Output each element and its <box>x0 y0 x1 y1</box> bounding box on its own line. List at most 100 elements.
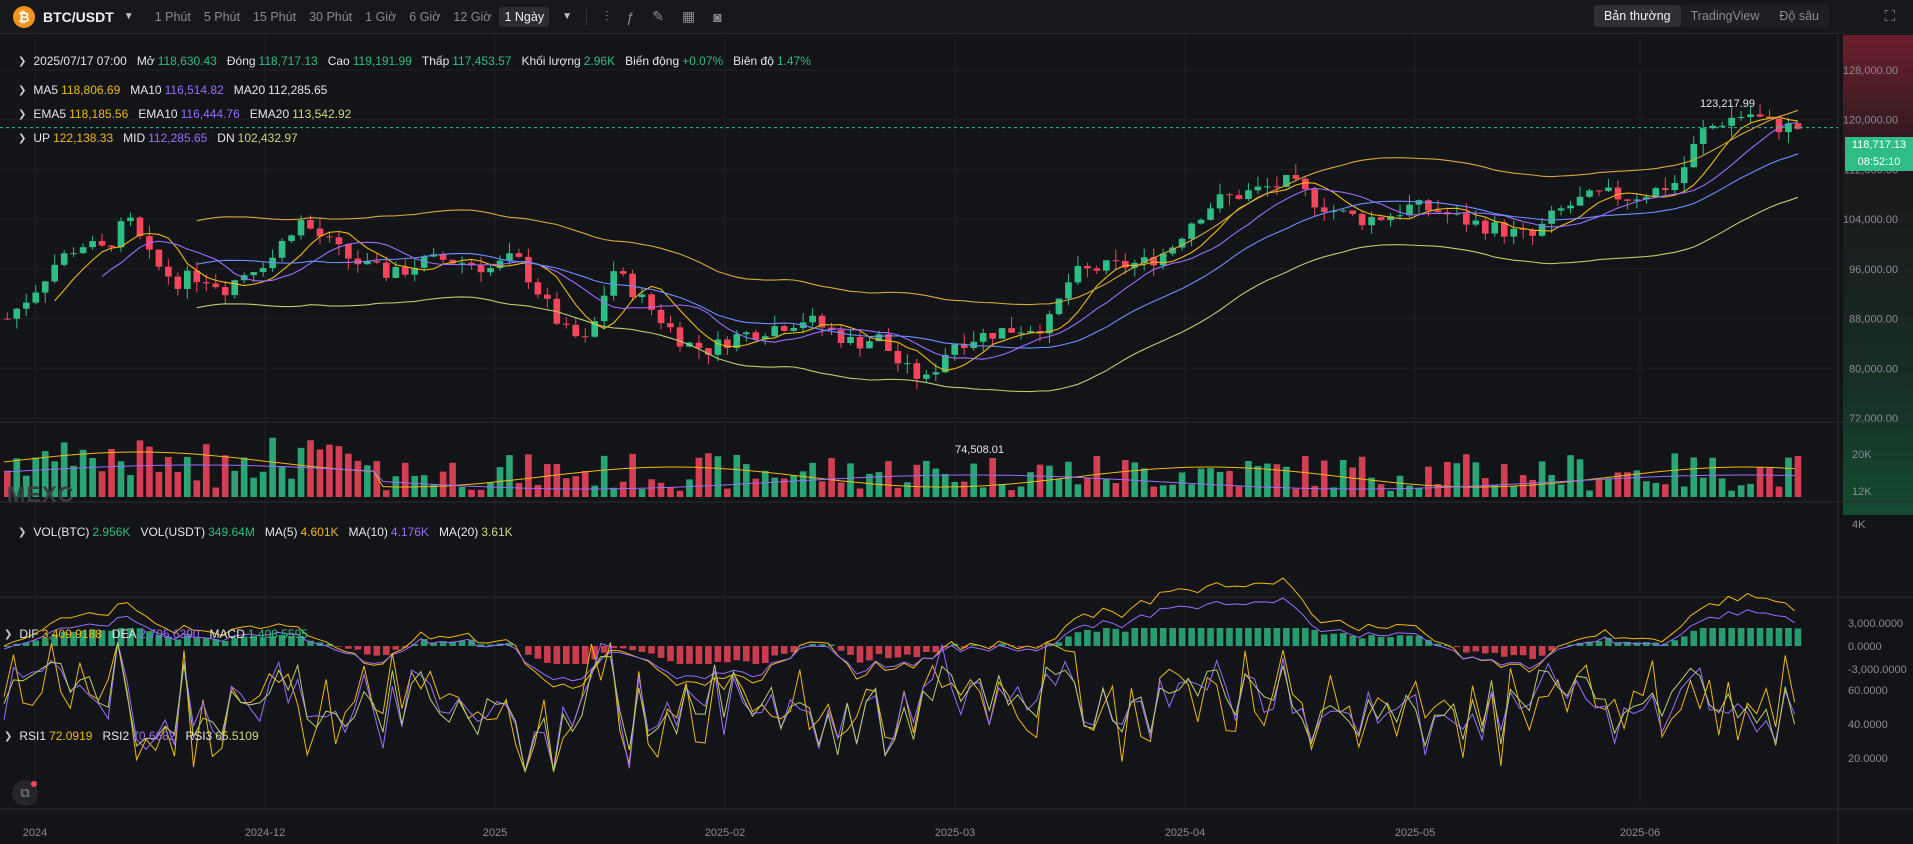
macd-histogram-bar <box>392 646 400 650</box>
interval-1m[interactable]: 1 Phút <box>154 9 191 24</box>
candle-body <box>875 334 883 342</box>
layers-icon[interactable]: ⧉ <box>12 780 38 806</box>
pair-chevron-down-icon[interactable]: ▼ <box>123 11 134 22</box>
rsi3-line <box>3 642 1796 772</box>
candle-body <box>108 245 115 248</box>
candle-body <box>1463 213 1470 225</box>
view-standard-button[interactable]: Bản thường <box>1593 5 1681 27</box>
macd-axis-label: 0.0000 <box>1848 641 1882 653</box>
candle-body <box>458 262 466 264</box>
macd-histogram-bar <box>477 644 485 646</box>
rsi1-value: 72.0919 <box>49 729 93 743</box>
candle-body <box>600 295 608 322</box>
macd-histogram-bar <box>970 644 978 646</box>
fullscreen-icon[interactable]: ⛶ <box>1884 8 1895 25</box>
interval-15m[interactable]: 15 Phút <box>252 9 297 24</box>
volume-bar <box>544 464 551 497</box>
candle-body <box>193 270 201 283</box>
macd-histogram-bar <box>4 646 11 647</box>
draw-pencil-icon[interactable]: ✎ <box>652 8 665 24</box>
macd-histogram-bar <box>1368 635 1375 646</box>
legend-chevron-icon[interactable]: ❯ <box>18 132 27 144</box>
macd-histogram-bar <box>231 637 239 646</box>
volume-bar <box>345 453 352 497</box>
candle-body <box>439 254 447 260</box>
layout-grid-icon[interactable]: ▦ <box>682 8 696 24</box>
candle-body <box>32 292 40 303</box>
candle-body <box>382 262 390 278</box>
macd-histogram-bar <box>1794 628 1802 646</box>
candle-body <box>174 276 182 289</box>
candle-body <box>932 372 940 375</box>
interval-1d[interactable]: 1 Ngày <box>499 6 550 27</box>
volume-bar <box>1747 483 1754 497</box>
view-depth-button[interactable]: Độ sâu <box>1779 9 1819 23</box>
candle-body <box>1178 238 1186 248</box>
volume-bar <box>733 454 741 497</box>
candle-body <box>41 281 49 293</box>
volume-value: 2.96K <box>583 54 616 68</box>
candle-body <box>1737 117 1745 119</box>
volume-bar <box>657 482 665 497</box>
ma20-line <box>196 153 1799 349</box>
macd-histogram-bar <box>1624 641 1631 646</box>
volume-bar <box>761 470 769 497</box>
volume-bar <box>667 487 674 497</box>
chart-canvas[interactable]: 128,000.00120,000.00112,000.00104,000.00… <box>0 35 1913 844</box>
macd-histogram-bar <box>108 630 115 646</box>
candle-type-icon[interactable]: ⫶ <box>605 8 609 24</box>
price-axis-label: 72,000.00 <box>1849 413 1898 425</box>
macd-histogram-bar <box>335 646 343 647</box>
macd-histogram-bar <box>1387 637 1394 646</box>
macd-histogram-bar <box>1188 628 1195 646</box>
candle-body <box>1586 190 1593 197</box>
candle-body <box>733 334 741 349</box>
candle-body <box>1425 200 1432 211</box>
candle-body <box>1235 195 1243 199</box>
interval-1h[interactable]: 1 Giờ <box>365 9 397 24</box>
volume-bar <box>913 464 921 497</box>
candle-body <box>250 272 257 276</box>
volume-bar <box>866 473 873 497</box>
interval-30m[interactable]: 30 Phút <box>309 9 353 24</box>
volume-bar <box>923 460 930 497</box>
candle-body <box>1349 210 1356 214</box>
indicator-icon[interactable]: ƒ <box>626 8 635 25</box>
volume-bar <box>1680 486 1688 497</box>
macd-histogram-bar <box>1150 628 1158 646</box>
pair-selector[interactable]: BTC/USDT <box>43 8 114 25</box>
volume-bar <box>1415 488 1423 497</box>
volume-bar <box>1690 457 1698 497</box>
interval-chevron-down-icon[interactable]: ▼ <box>562 11 572 22</box>
camera-icon[interactable]: ◙ <box>713 8 722 25</box>
interval-12h[interactable]: 12 Giờ <box>453 9 492 24</box>
view-tradingview-button[interactable]: TradingView <box>1690 9 1760 23</box>
legend-chevron-icon[interactable]: ❯ <box>18 108 27 120</box>
candle-body <box>1491 222 1499 234</box>
candle-body <box>506 253 513 261</box>
macd-histogram-bar <box>127 628 134 646</box>
macd-histogram-bar <box>1633 642 1641 646</box>
macd-histogram-bar <box>809 644 816 646</box>
volume-bar <box>600 455 608 497</box>
volume-bar <box>1406 485 1413 497</box>
legend-chevron-icon[interactable]: ❯ <box>18 526 27 538</box>
interval-6h[interactable]: 6 Giờ <box>409 9 441 24</box>
macd-histogram-bar <box>1140 628 1148 646</box>
legend-chevron-icon[interactable]: ❯ <box>18 84 27 96</box>
macd-histogram-bar <box>856 646 864 663</box>
candle-body <box>1245 190 1252 199</box>
volume-bar <box>591 485 599 497</box>
candle-body <box>364 261 371 265</box>
interval-5m[interactable]: 5 Phút <box>203 9 240 24</box>
candle-body <box>979 333 987 342</box>
legend-chevron-icon[interactable]: ❯ <box>4 628 13 640</box>
volume-bar <box>79 449 87 497</box>
legend-chevron-icon[interactable]: ❯ <box>4 730 13 742</box>
macd-histogram-bar <box>1538 646 1546 656</box>
legend-chevron-icon[interactable]: ❯ <box>18 55 27 67</box>
vol-axis-label: 20K <box>1852 449 1872 461</box>
volume-bar <box>506 455 513 497</box>
candle-body <box>1065 282 1072 299</box>
volume-bar <box>979 487 987 497</box>
